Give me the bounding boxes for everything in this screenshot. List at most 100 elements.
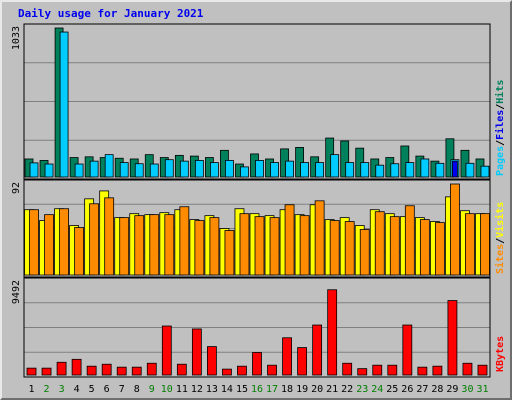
bar-kbytes-day-16 [252,352,262,376]
bar-kbytes-day-13 [207,346,217,376]
x-tick-label-day-6: 6 [104,384,110,395]
bar-files-day-21 [330,154,340,178]
bar-kbytes-day-14 [222,368,232,376]
x-tick-label-day-30: 30 [461,384,473,395]
legend-entry-2: Visits [494,202,506,238]
bar-kbytes-day-29 [447,300,458,376]
bar-sites-day-9 [149,214,160,276]
panel-3-legend: KBytes [495,336,506,372]
panel-2-border [23,179,491,278]
bar-pages-day-29 [452,160,458,178]
x-tick-label-day-5: 5 [89,384,95,395]
bar-files-day-8 [134,163,144,178]
bar-sites-day-1 [29,209,39,276]
bar-files-day-15 [240,166,249,178]
bar-hits-day-29 [445,138,455,178]
x-tick-label-day-28: 28 [431,384,443,395]
legend-entry-0: Sites [494,244,506,274]
bar-files-day-6 [104,154,114,178]
panel-3-border [23,277,491,378]
bar-kbytes-day-28 [432,365,443,376]
bar-kbytes-day-9 [146,362,157,376]
x-tick-label-day-13: 13 [206,384,218,395]
panel-2-max-label: 92 [11,182,22,194]
bar-kbytes-day-7 [116,366,127,376]
bar-files-day-13 [210,162,219,178]
bar-files-day-27 [420,158,430,178]
panel-1-legend: Pages/Files/Hits [494,80,506,176]
x-tick-label-day-7: 7 [119,384,125,395]
x-tick-label-day-27: 27 [416,384,428,395]
x-tick-label-day-16: 16 [251,384,263,395]
panel-2: 92 Sites/Visits [11,179,506,278]
panel-1-border [23,23,491,180]
bar-sites-day-4 [74,227,85,276]
x-tick-label-day-25: 25 [386,384,398,395]
bar-files-day-11 [179,160,189,178]
legend-entry-2: Files [494,110,506,140]
bar-kbytes-day-6 [101,363,112,376]
bar-kbytes-day-24 [372,364,383,376]
bar-sites-day-26 [404,205,415,276]
x-axis-day-labels: 1 2 3 4 5 6 7 8 9 10 11 12 13 14 15 16 17 18 19 20 21 22 23 24 2… [29,384,489,395]
bar-sites-day-31 [480,213,490,276]
bar-sites-day-3 [59,208,69,276]
bar-sites-day-23 [359,229,370,276]
legend-entry-0: Pages [495,146,506,176]
bar-sites-day-29 [450,183,460,276]
bar-files-day-31 [480,165,490,178]
bar-kbytes-day-11 [176,363,187,376]
bar-sites-day-24 [374,211,385,276]
x-tick-label-day-14: 14 [221,384,233,395]
x-tick-label-day-17: 17 [266,384,278,395]
bar-kbytes-day-15 [237,365,247,376]
bar-hits-day-26 [400,145,410,178]
bar-sites-day-6 [104,197,115,276]
bar-files-day-5 [89,160,99,178]
x-tick-label-day-15: 15 [236,384,248,395]
x-tick-label-day-18: 18 [281,384,293,395]
bar-sites-day-11 [179,206,190,276]
bar-sites-day-27 [419,219,430,276]
bar-sites-day-12 [194,220,205,276]
x-tick-label-day-11: 11 [176,384,188,395]
bar-sites-day-7 [119,217,130,276]
bar-files-day-16 [255,160,264,178]
x-tick-label-day-8: 8 [134,384,140,395]
bar-sites-day-22 [344,221,355,276]
bar-kbytes-day-23 [357,368,368,376]
bar-kbytes-day-4 [71,358,82,376]
bar-sites-day-25 [389,216,400,276]
bar-kbytes-day-17 [267,364,277,376]
bar-files-day-1 [29,162,39,178]
bar-sites-day-14 [224,230,235,276]
x-tick-label-day-19: 19 [296,384,308,395]
bar-kbytes-day-30 [462,362,473,376]
bar-sites-day-16 [254,216,265,276]
bar-files-day-26 [405,162,415,178]
bar-files-day-14 [225,160,234,178]
bar-kbytes-day-2 [41,367,52,376]
bar-files-day-28 [435,162,445,178]
bar-files-day-30 [465,162,475,178]
x-tick-label-day-22: 22 [341,384,353,395]
bar-kbytes-day-27 [417,366,428,376]
bar-sites-day-8 [134,215,145,276]
legend-entry-0: KBytes [495,336,506,372]
panel-2-legend: Sites/Visits [494,202,506,274]
legend-entry-3: / [495,104,506,110]
x-tick-label-day-10: 10 [161,384,173,395]
bar-sites-day-28 [434,222,445,276]
chart-panels: 1033Pages/Files/Hits92Sites/Visits9492KB… [11,23,506,378]
x-tick-label-day-23: 23 [356,384,368,395]
panel-1-max-label: 1033 [11,26,22,50]
x-tick-label-day-29: 29 [446,384,458,395]
bar-files-day-12 [194,160,204,178]
bar-sites-day-30 [465,213,475,276]
bar-sites-day-21 [329,220,340,276]
bar-files-day-24 [375,164,385,178]
bar-sites-day-19 [299,215,310,276]
bar-sites-day-10 [164,214,175,276]
legend-entry-4: Hits [494,80,506,104]
